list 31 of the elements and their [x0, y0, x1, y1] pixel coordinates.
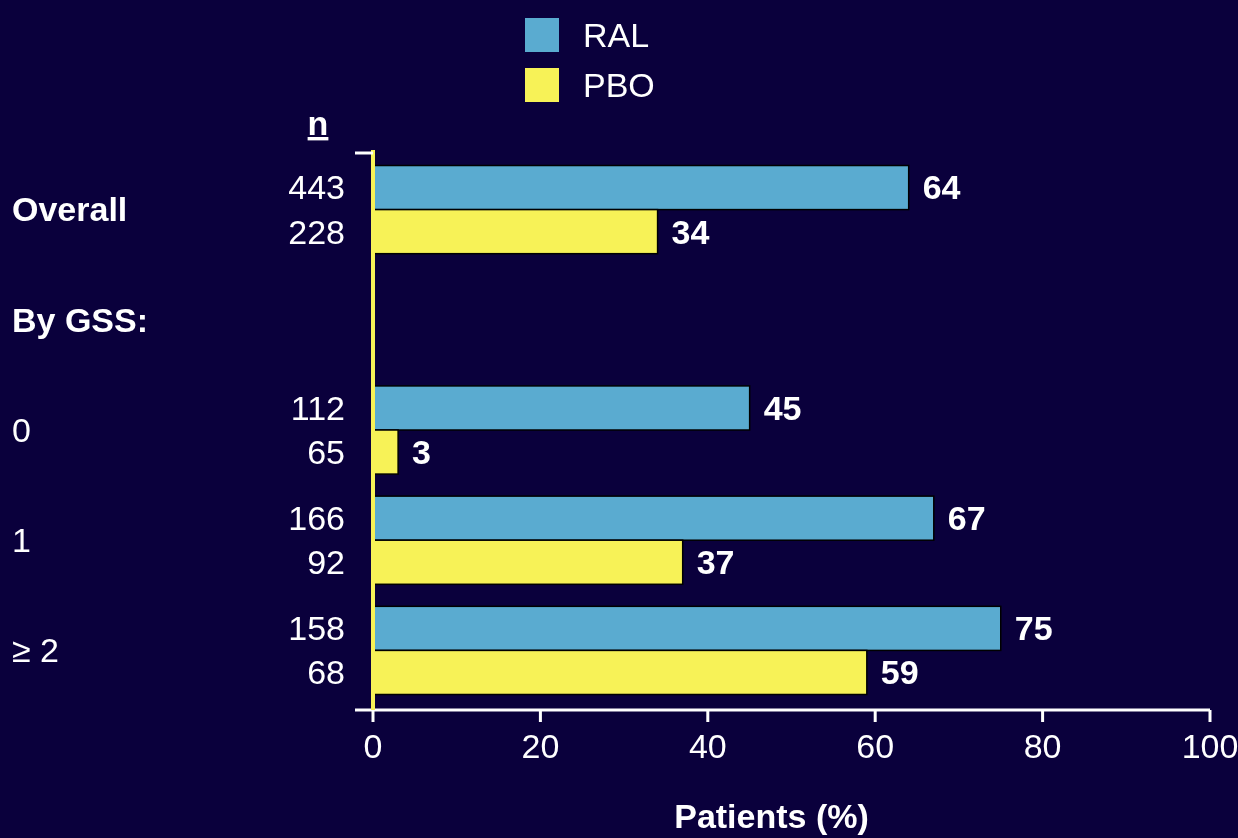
- x-tick-label: 20: [521, 727, 560, 765]
- text: 443: [288, 168, 345, 207]
- text: 228: [288, 212, 345, 251]
- text: n: [307, 104, 329, 142]
- y-tick-label: Overall: [12, 190, 128, 229]
- legend-label: RAL: [583, 15, 650, 54]
- y-tick-label: 1: [12, 521, 31, 560]
- text: 92: [307, 543, 345, 582]
- text: 65: [307, 432, 345, 471]
- data-label: 34: [671, 212, 710, 251]
- x-tick-label: 0: [363, 727, 383, 765]
- x-tick-label: 60: [856, 727, 895, 765]
- text: 166: [288, 499, 345, 538]
- text: 112: [290, 388, 345, 427]
- legend-label: PBO: [583, 65, 655, 104]
- data-label: 45: [763, 388, 802, 427]
- y-tick-label: 0: [12, 410, 31, 449]
- x-tick-label: 100: [1181, 727, 1238, 765]
- x-axis-title: Patients (%): [674, 797, 869, 835]
- data-label: 75: [1014, 609, 1053, 648]
- data-label: 67: [947, 499, 986, 538]
- text: By GSS:: [12, 300, 149, 339]
- x-tick-label: 40: [688, 727, 727, 765]
- text: 68: [307, 653, 345, 692]
- data-label: 3: [412, 432, 432, 471]
- text: 158: [288, 609, 345, 648]
- data-label: 37: [696, 543, 735, 582]
- y-tick-label: ≥ 2: [12, 631, 60, 670]
- x-tick-label: 80: [1023, 727, 1062, 765]
- data-label: 64: [922, 168, 961, 207]
- data-label: 59: [880, 653, 919, 692]
